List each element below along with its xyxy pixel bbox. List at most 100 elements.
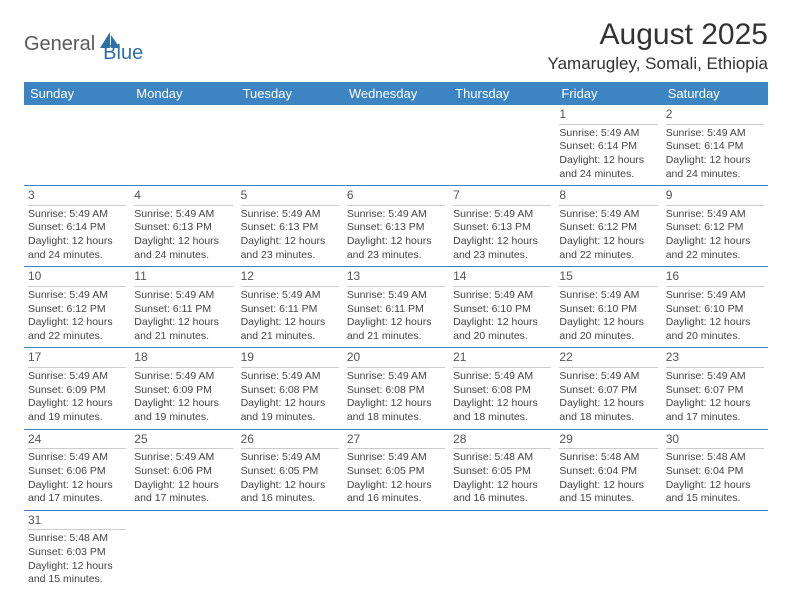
day-number: 13 [347,269,445,287]
day-number: 21 [453,350,551,368]
calendar-cell [343,105,449,186]
weekday-header: Monday [130,82,236,105]
day-number: 9 [666,188,764,206]
day-number: 10 [28,269,126,287]
weekday-header: Wednesday [343,82,449,105]
day-info: Sunrise: 5:49 AMSunset: 6:10 PMDaylight:… [453,289,551,344]
day-number: 16 [666,269,764,287]
calendar-cell [555,510,661,591]
day-info: Sunrise: 5:48 AMSunset: 6:05 PMDaylight:… [453,451,551,506]
day-info: Sunrise: 5:48 AMSunset: 6:03 PMDaylight:… [28,532,126,587]
calendar-cell: 31Sunrise: 5:48 AMSunset: 6:03 PMDayligh… [24,510,130,591]
day-info: Sunrise: 5:49 AMSunset: 6:13 PMDaylight:… [134,208,232,263]
calendar-cell: 17 Sunrise: 5:49 AMSunset: 6:09 PMDayligh… [24,348,130,429]
calendar-cell: 10 Sunrise: 5:49 AMSunset: 6:12 PMDayligh… [24,267,130,348]
day-info: Sunrise: 5:49 AMSunset: 6:12 PMDaylight:… [28,289,126,344]
calendar-cell: 13 Sunrise: 5:49 AMSunset: 6:11 PMDayligh… [343,267,449,348]
day-number: 2 [666,107,764,125]
day-number: 23 [666,350,764,368]
day-info: Sunrise: 5:49 AMSunset: 6:09 PMDaylight:… [28,370,126,425]
calendar-cell: 27Sunrise: 5:49 AMSunset: 6:05 PMDayligh… [343,429,449,510]
calendar-cell: 22Sunrise: 5:49 AMSunset: 6:07 PMDayligh… [555,348,661,429]
weekday-header: Sunday [24,82,130,105]
title-block: August 2025 Yamarugley, Somali, Ethiopia [548,18,768,74]
day-info: Sunrise: 5:49 AMSunset: 6:08 PMDaylight:… [241,370,339,425]
calendar-row: 31Sunrise: 5:48 AMSunset: 6:03 PMDayligh… [24,510,768,591]
day-number: 1 [559,107,657,125]
calendar-cell: 23Sunrise: 5:49 AMSunset: 6:07 PMDayligh… [662,348,768,429]
day-info: Sunrise: 5:49 AMSunset: 6:11 PMDaylight:… [134,289,232,344]
calendar-cell: 2Sunrise: 5:49 AMSunset: 6:14 PMDaylight… [662,105,768,186]
day-info: Sunrise: 5:49 AMSunset: 6:10 PMDaylight:… [666,289,764,344]
day-number: 28 [453,432,551,450]
day-number: 31 [28,513,126,531]
calendar-body: 1 Sunrise: 5:49 AMSunset: 6:14 PMDaylight… [24,105,768,591]
logo-text-blue: Blue [103,42,143,65]
calendar-cell: 11 Sunrise: 5:49 AMSunset: 6:11 PMDayligh… [130,267,236,348]
day-number: 27 [347,432,445,450]
calendar-cell: 29Sunrise: 5:48 AMSunset: 6:04 PMDayligh… [555,429,661,510]
day-number: 12 [241,269,339,287]
day-info: Sunrise: 5:49 AMSunset: 6:13 PMDaylight:… [453,208,551,263]
weekday-header-row: Sunday Monday Tuesday Wednesday Thursday… [24,82,768,105]
calendar-cell: 16 Sunrise: 5:49 AMSunset: 6:10 PMDayligh… [662,267,768,348]
calendar-row: 3 Sunrise: 5:49 AMSunset: 6:14 PMDaylight… [24,186,768,267]
day-number: 4 [134,188,232,206]
calendar-row: 24Sunrise: 5:49 AMSunset: 6:06 PMDayligh… [24,429,768,510]
day-number: 22 [559,350,657,368]
day-info: Sunrise: 5:49 AMSunset: 6:11 PMDaylight:… [347,289,445,344]
day-info: Sunrise: 5:49 AMSunset: 6:12 PMDaylight:… [559,208,657,263]
calendar-cell: 21 Sunrise: 5:49 AMSunset: 6:08 PMDayligh… [449,348,555,429]
calendar-cell: 12 Sunrise: 5:49 AMSunset: 6:11 PMDayligh… [237,267,343,348]
calendar-cell: 4 Sunrise: 5:49 AMSunset: 6:13 PMDaylight… [130,186,236,267]
calendar-cell: 24Sunrise: 5:49 AMSunset: 6:06 PMDayligh… [24,429,130,510]
day-number: 5 [241,188,339,206]
calendar-cell [343,510,449,591]
day-info: Sunrise: 5:49 AMSunset: 6:14 PMDaylight:… [28,208,126,263]
day-info: Sunrise: 5:49 AMSunset: 6:11 PMDaylight:… [241,289,339,344]
day-number: 24 [28,432,126,450]
logo: General Blue [24,18,143,65]
calendar-cell: 8Sunrise: 5:49 AMSunset: 6:12 PMDaylight… [555,186,661,267]
day-number: 15 [559,269,657,287]
calendar-cell: 15Sunrise: 5:49 AMSunset: 6:10 PMDayligh… [555,267,661,348]
day-number: 7 [453,188,551,206]
day-info: Sunrise: 5:48 AMSunset: 6:04 PMDaylight:… [666,451,764,506]
day-number: 11 [134,269,232,287]
calendar-cell: 26Sunrise: 5:49 AMSunset: 6:05 PMDayligh… [237,429,343,510]
day-info: Sunrise: 5:49 AMSunset: 6:06 PMDaylight:… [28,451,126,506]
day-info: Sunrise: 5:49 AMSunset: 6:09 PMDaylight:… [134,370,232,425]
calendar-cell: 6Sunrise: 5:49 AMSunset: 6:13 PMDaylight… [343,186,449,267]
calendar-cell [24,105,130,186]
calendar-cell: 7 Sunrise: 5:49 AMSunset: 6:13 PMDaylight… [449,186,555,267]
header: General Blue August 2025 Yamarugley, Som… [24,18,768,74]
calendar-cell: 25Sunrise: 5:49 AMSunset: 6:06 PMDayligh… [130,429,236,510]
day-info: Sunrise: 5:49 AMSunset: 6:13 PMDaylight:… [241,208,339,263]
weekday-header: Tuesday [237,82,343,105]
location: Yamarugley, Somali, Ethiopia [548,54,768,74]
calendar-cell: 9Sunrise: 5:49 AMSunset: 6:12 PMDaylight… [662,186,768,267]
day-info: Sunrise: 5:49 AMSunset: 6:08 PMDaylight:… [347,370,445,425]
day-info: Sunrise: 5:49 AMSunset: 6:08 PMDaylight:… [453,370,551,425]
day-info: Sunrise: 5:48 AMSunset: 6:04 PMDaylight:… [559,451,657,506]
calendar-row: 10 Sunrise: 5:49 AMSunset: 6:12 PMDayligh… [24,267,768,348]
day-number: 19 [241,350,339,368]
calendar-cell [237,510,343,591]
day-number: 3 [28,188,126,206]
calendar-cell: 5 Sunrise: 5:49 AMSunset: 6:13 PMDaylight… [237,186,343,267]
day-number: 26 [241,432,339,450]
calendar-cell: 1Sunrise: 5:49 AMSunset: 6:14 PMDaylight… [555,105,661,186]
day-info: Sunrise: 5:49 AMSunset: 6:06 PMDaylight:… [134,451,232,506]
calendar-cell: 3 Sunrise: 5:49 AMSunset: 6:14 PMDaylight… [24,186,130,267]
logo-text-general: General [24,33,95,56]
weekday-header: Thursday [449,82,555,105]
calendar-table: Sunday Monday Tuesday Wednesday Thursday… [24,82,768,591]
calendar-cell: 30Sunrise: 5:48 AMSunset: 6:04 PMDayligh… [662,429,768,510]
calendar-cell [662,510,768,591]
day-number: 25 [134,432,232,450]
weekday-header: Friday [555,82,661,105]
day-info: Sunrise: 5:49 AMSunset: 6:13 PMDaylight:… [347,208,445,263]
day-info: Sunrise: 5:49 AMSunset: 6:05 PMDaylight:… [347,451,445,506]
day-number: 17 [28,350,126,368]
day-number: 30 [666,432,764,450]
